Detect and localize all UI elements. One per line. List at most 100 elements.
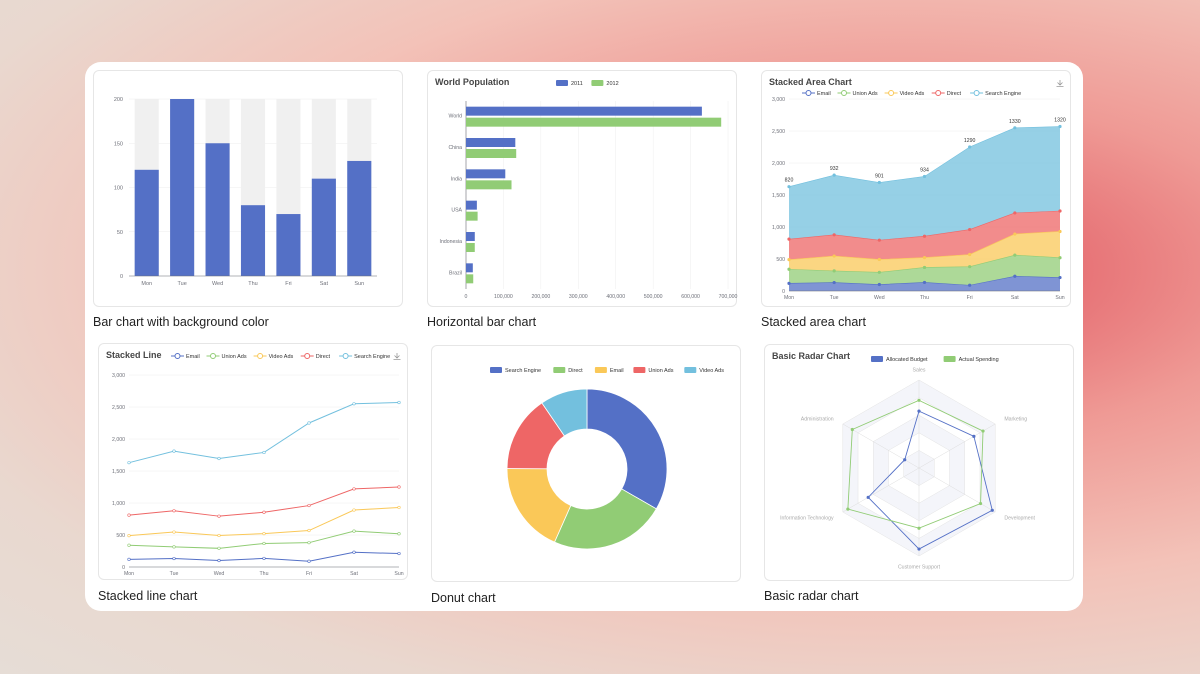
- y-tick-label: 1,500: [772, 193, 785, 199]
- caption-horizontal-bar[interactable]: Horizontal bar chart: [427, 315, 537, 329]
- bar-India-2012: [466, 180, 512, 190]
- legend-label: Video Ads: [269, 354, 294, 360]
- legend-label: 2011: [571, 81, 583, 87]
- point-Video Ads: [352, 508, 356, 512]
- radar-chart-panel[interactable]: Basic Radar Chart Allocated Budget Actual …: [764, 344, 1074, 581]
- data-label: 932: [830, 166, 839, 172]
- caption-radar[interactable]: Basic radar chart: [764, 589, 859, 603]
- legend-label: Union Ads: [853, 91, 878, 97]
- y-tick-label: USA: [451, 208, 462, 214]
- point-Union Ads: [217, 546, 221, 550]
- data-label: 934: [920, 167, 929, 173]
- point-Union Ads: [307, 541, 311, 545]
- point-Direct: [172, 509, 176, 513]
- x-tick-label: Sun: [394, 571, 403, 577]
- download-icon: [1056, 80, 1064, 87]
- point-Video Ads: [1058, 229, 1062, 234]
- point-Direct: [1013, 211, 1017, 215]
- point-Email: [922, 280, 927, 285]
- horizontal-bar-chart: World Population 2011 2012 0 100,000 200,000 3…: [435, 77, 737, 300]
- legend-label: Direct: [947, 91, 962, 97]
- y-tick-label: 500: [776, 257, 785, 263]
- point-Union Ads: [262, 541, 266, 546]
- point-Direct: [1058, 209, 1062, 213]
- y-tick-label: Brazil: [449, 270, 462, 276]
- point-Video Ads: [1013, 232, 1017, 236]
- point-Search Engine: [1058, 124, 1062, 129]
- x-tick-label: Wed: [214, 571, 225, 577]
- indicator-label: Development: [1004, 515, 1035, 521]
- point-Union Ads: [787, 267, 791, 271]
- area-Union Ads: [789, 255, 1060, 286]
- caption-bar[interactable]: Bar chart with background color: [93, 315, 269, 329]
- point-Email: [172, 556, 176, 561]
- point-Union Ads: [1058, 256, 1062, 260]
- point-Union Ads: [397, 532, 401, 536]
- point-Search Engine: [922, 174, 927, 179]
- area-Search Engine: [789, 126, 1060, 241]
- indicator-label: Administration: [801, 417, 834, 423]
- point-Direct: [922, 234, 927, 238]
- legend-label: Direct: [316, 354, 331, 360]
- point-Video Ads: [832, 254, 836, 258]
- radar-point: [846, 507, 850, 511]
- x-tick-label: Fri: [285, 281, 291, 287]
- caption-donut[interactable]: Donut chart: [431, 591, 496, 605]
- legend-swatch: [594, 367, 607, 373]
- legend-swatch: [553, 367, 566, 373]
- legend-label: 2012: [606, 81, 618, 87]
- legend-marker: [174, 353, 181, 359]
- bar-China-2012: [466, 149, 517, 158]
- bar-Brazil-2011: [466, 263, 473, 273]
- caption-stacked-area[interactable]: Stacked area chart: [761, 315, 866, 329]
- point-Video Ads: [127, 534, 131, 538]
- x-tick-label: Thu: [248, 281, 257, 287]
- x-tick-label: 600,000: [681, 294, 700, 300]
- point-Search Engine: [307, 421, 311, 425]
- data-label: 901: [875, 174, 884, 180]
- y-tick-label: World: [449, 114, 463, 120]
- radar-point: [903, 458, 907, 462]
- point-Direct: [397, 485, 401, 489]
- y-tick-label: Indonesia: [440, 239, 463, 245]
- stacked-area-chart-panel[interactable]: 0 500 1,000 1,500 2,000 2,500 3,000 820 932 901 93…: [761, 70, 1071, 307]
- chart-title: Stacked Area Chart: [769, 77, 852, 87]
- point-Email: [1058, 275, 1062, 280]
- x-tick-label: Mon: [784, 295, 794, 301]
- x-tick-label: Fri: [967, 295, 973, 301]
- download-icon: [393, 353, 401, 360]
- stacked-line-chart-panel[interactable]: 0 500 1,000 1,500 2,000 2,500 3,000 Mon Tue Wed Th…: [98, 343, 408, 580]
- point-Union Ads: [1013, 253, 1017, 257]
- point-Search Engine: [352, 402, 356, 406]
- point-Search Engine: [968, 145, 972, 149]
- donut-chart-panel[interactable]: Search Engine Direct Email Union Ads Video A…: [431, 345, 741, 582]
- data-label: 820: [785, 178, 794, 184]
- bar-Brazil-2012: [466, 274, 474, 284]
- point-Video Ads: [172, 530, 176, 534]
- radar-point: [850, 427, 854, 432]
- bar-USA-2011: [466, 200, 477, 210]
- legend-label: Union Ads: [222, 354, 247, 360]
- donut-chart: Search Engine Direct Email Union Ads Video A…: [490, 367, 724, 550]
- point-Union Ads: [877, 270, 881, 274]
- point-Email: [397, 551, 401, 556]
- radar-chart: Basic Radar Chart Allocated Budget Actual …: [772, 351, 1035, 571]
- point-Video Ads: [877, 257, 881, 262]
- y-tick-label: 0: [122, 565, 125, 571]
- bar-USA-2012: [466, 211, 478, 221]
- x-tick-label: Sun: [354, 281, 364, 287]
- point-Union Ads: [127, 543, 131, 547]
- radar-axis: [842, 423, 920, 469]
- point-Search Engine: [127, 461, 131, 465]
- indicator-label: Marketing: [1004, 417, 1027, 423]
- point-Direct: [877, 238, 881, 242]
- slice-Video Ads: [541, 388, 588, 437]
- caption-stacked-line[interactable]: Stacked line chart: [98, 589, 198, 603]
- point-Direct: [127, 513, 131, 517]
- radar-point: [917, 547, 921, 551]
- bar-chart-panel[interactable]: 0 50 100 150 200 Mon Tue Wed Thu Fri Sat Sun: [93, 70, 403, 307]
- legend-label: Video Ads: [900, 91, 925, 97]
- horizontal-bar-chart-panel[interactable]: World Population 2011 2012 0 100,000 200,000 3…: [427, 70, 737, 307]
- bar-Mon: [134, 169, 159, 276]
- y-tick-label: 1,500: [112, 469, 125, 475]
